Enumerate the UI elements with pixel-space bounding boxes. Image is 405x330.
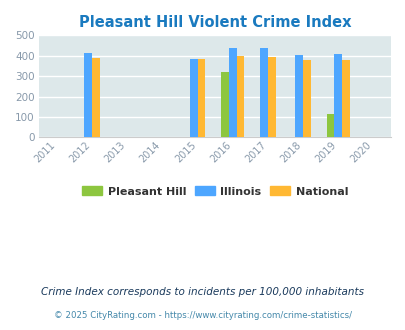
Bar <box>267 57 275 138</box>
Text: © 2025 CityRating.com - https://www.cityrating.com/crime-statistics/: © 2025 CityRating.com - https://www.city… <box>54 311 351 320</box>
Bar <box>92 58 100 138</box>
Bar <box>341 60 349 138</box>
Bar <box>84 53 92 138</box>
Bar <box>236 56 244 138</box>
Bar <box>334 54 341 138</box>
Bar <box>228 48 236 138</box>
Title: Pleasant Hill Violent Crime Index: Pleasant Hill Violent Crime Index <box>79 15 351 30</box>
Bar <box>326 115 334 138</box>
Bar <box>303 60 310 138</box>
Bar <box>197 59 205 138</box>
Bar <box>190 59 197 138</box>
Bar <box>295 54 303 138</box>
Legend: Pleasant Hill, Illinois, National: Pleasant Hill, Illinois, National <box>77 182 352 201</box>
Bar <box>221 72 228 138</box>
Text: Crime Index corresponds to incidents per 100,000 inhabitants: Crime Index corresponds to incidents per… <box>41 287 364 297</box>
Bar <box>260 48 267 138</box>
